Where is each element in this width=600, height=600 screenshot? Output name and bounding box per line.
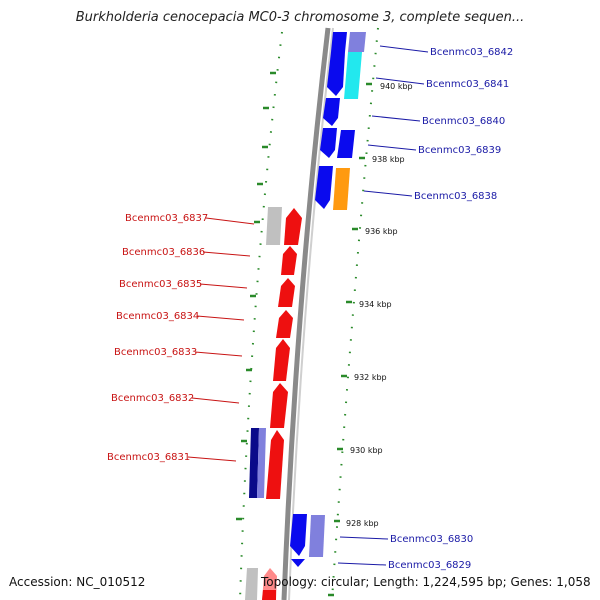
- scale-label-928: 928 kbp: [346, 519, 379, 528]
- gene-bcenmc03-6835-feature[interactable]: [278, 278, 295, 307]
- gene-bcenmc03-6839-a-feature[interactable]: [320, 128, 337, 158]
- gene-bottom-gray-feature[interactable]: [245, 568, 258, 600]
- gene-bcenmc03-6831-feature[interactable]: [266, 430, 284, 499]
- gene-bcenmc03-6836-feature[interactable]: [281, 246, 297, 275]
- chromosome-backbone: [281, 27, 331, 600]
- gene-bcenmc03-6834-feature[interactable]: [276, 310, 293, 338]
- scale-label-930: 930 kbp: [350, 446, 383, 455]
- scale-label-938: 938 kbp: [372, 155, 405, 164]
- scale-label-932: 932 kbp: [354, 373, 387, 382]
- gene-bcenmc03-6833-feature[interactable]: [273, 339, 290, 381]
- gene-6831-navy-feature[interactable]: [249, 428, 259, 498]
- gene-label-bcenmc03-6837[interactable]: Bcenmc03_6837: [125, 213, 208, 224]
- gene-6837-gray-feature[interactable]: [266, 207, 282, 245]
- gene-label-bcenmc03-6832[interactable]: Bcenmc03_6832: [111, 393, 194, 404]
- gene-6842-lavender-feature[interactable]: [348, 32, 366, 52]
- gene-label-bcenmc03-6833[interactable]: Bcenmc03_6833: [114, 347, 197, 358]
- gene-bcenmc03-6840-feature[interactable]: [323, 98, 340, 126]
- gene-6841-cyan-feature[interactable]: [344, 52, 362, 99]
- gene-label-bcenmc03-6831[interactable]: Bcenmc03_6831: [107, 452, 190, 463]
- reverse-strand-features: [245, 207, 302, 600]
- accession-text: Accession: NC_010512: [9, 575, 146, 589]
- gene-bcenmc03-6839-b-feature[interactable]: [337, 130, 355, 158]
- scale-label-934: 934 kbp: [359, 300, 392, 309]
- gene-label-bcenmc03-6834[interactable]: Bcenmc03_6834: [116, 311, 199, 322]
- gene-bcenmc03-6830-feature[interactable]: [290, 514, 307, 556]
- gene-label-bcenmc03-6836[interactable]: Bcenmc03_6836: [122, 247, 205, 258]
- gene-label-bcenmc03-6839[interactable]: Bcenmc03_6839: [418, 145, 501, 156]
- gene-label-bcenmc03-6829[interactable]: Bcenmc03_6829: [388, 560, 471, 571]
- gene-bcenmc03-6829-feature[interactable]: [291, 559, 305, 567]
- gene-6830-lavender-feature[interactable]: [309, 515, 325, 557]
- scale-label-940: 940 kbp: [380, 82, 413, 91]
- gene-bcenmc03-6841-feature[interactable]: [327, 52, 345, 96]
- gene-bottom-red-feature[interactable]: [262, 590, 276, 600]
- major-ticks: [236, 71, 372, 597]
- gene-bcenmc03-6832-feature[interactable]: [270, 383, 288, 428]
- gene-label-bcenmc03-6835[interactable]: Bcenmc03_6835: [119, 279, 202, 290]
- outer-tick-track: [331, 27, 379, 600]
- gene-bcenmc03-6837-feature[interactable]: [284, 208, 302, 245]
- forward-label-leaders: [337, 45, 429, 566]
- genome-summary-text: Topology: circular; Length: 1,224,595 bp…: [261, 575, 591, 589]
- reverse-label-leaders: [187, 217, 255, 462]
- forward-strand-features: [290, 32, 366, 567]
- map-title: Burkholderia cenocepacia MC0-3 chromosom…: [75, 10, 525, 25]
- gene-bcenmc03-6838-feature[interactable]: [315, 166, 333, 209]
- gene-label-bcenmc03-6840[interactable]: Bcenmc03_6840: [422, 116, 505, 127]
- gene-label-bcenmc03-6841[interactable]: Bcenmc03_6841: [426, 79, 509, 90]
- inner-tick-track: [239, 31, 283, 600]
- gene-bcenmc03-6842-feature[interactable]: [331, 32, 347, 52]
- gene-label-bcenmc03-6842[interactable]: Bcenmc03_6842: [430, 47, 513, 58]
- scale-label-936: 936 kbp: [365, 227, 398, 236]
- gene-label-bcenmc03-6838[interactable]: Bcenmc03_6838: [414, 191, 497, 202]
- gene-label-bcenmc03-6830[interactable]: Bcenmc03_6830: [390, 534, 473, 545]
- gene-6838-orange-feature[interactable]: [333, 168, 350, 210]
- gene-6831-lavender-feature[interactable]: [257, 428, 266, 498]
